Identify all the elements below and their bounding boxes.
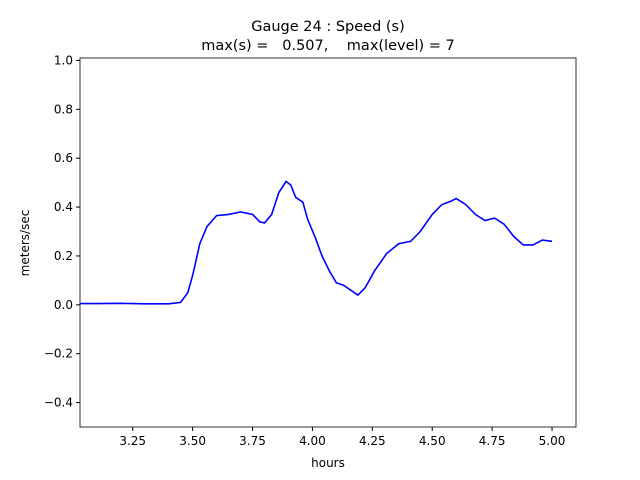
y-tick-label: 0.0 — [54, 298, 73, 312]
x-axis-label: hours — [311, 456, 345, 470]
x-tick-label: 4.75 — [479, 434, 506, 448]
y-tick-label: 0.8 — [54, 102, 73, 116]
y-axis-label: meters/sec — [18, 210, 32, 277]
x-tick-label: 4.50 — [419, 434, 446, 448]
data-line — [80, 180, 553, 305]
chart-subtitle: max(s) = 0.507, max(level) = 7 — [201, 38, 455, 54]
y-tick-label: 0.2 — [54, 249, 73, 263]
y-tick-label: 1.0 — [54, 53, 73, 67]
x-tick-label: 3.25 — [119, 434, 146, 448]
plot-frame — [79, 57, 577, 428]
y-tick-label: 0.6 — [54, 151, 73, 165]
x-tick-label: 4.25 — [359, 434, 386, 448]
x-tick-label: 5.00 — [539, 434, 566, 448]
x-tick-label: 3.50 — [179, 434, 206, 448]
x-tick-label: 4.00 — [299, 434, 326, 448]
y-tick-label: 0.4 — [54, 200, 73, 214]
chart-title: Gauge 24 : Speed (s) — [251, 19, 405, 35]
y-tick-label: −0.2 — [44, 347, 73, 361]
y-tick-label: −0.4 — [44, 396, 73, 410]
x-tick-label: 3.75 — [239, 434, 266, 448]
